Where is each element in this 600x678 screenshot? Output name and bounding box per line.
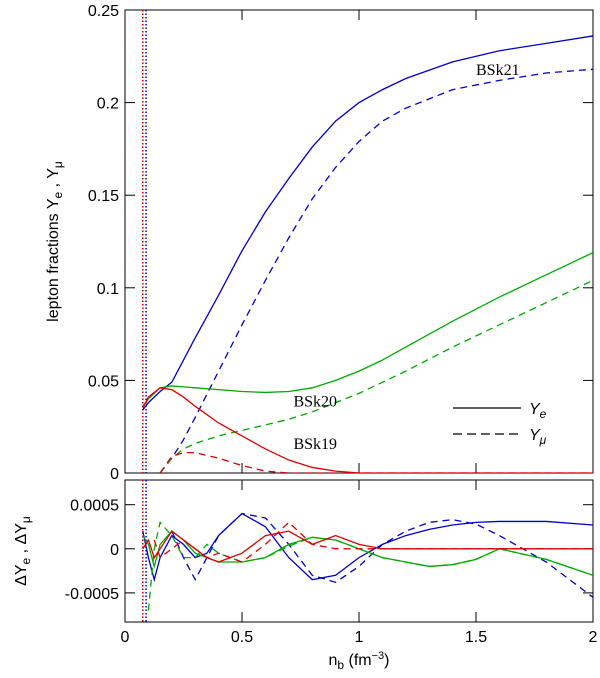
- y-tick-label: 0.25: [88, 3, 119, 20]
- label-part: n: [328, 652, 337, 669]
- y-axis-label: lepton fractions Ye , Yμ: [45, 161, 65, 322]
- x-tick-label: 0.5: [231, 629, 253, 646]
- y-tick-label: 0.0005: [70, 498, 119, 515]
- y-tick-label: 0: [110, 542, 119, 559]
- label-part: ΔY: [13, 564, 30, 586]
- y-tick-label: 0.2: [97, 96, 119, 113]
- label-part: ): [384, 652, 389, 669]
- label-part: (fm: [344, 652, 372, 669]
- dashed-line: [159, 68, 593, 473]
- label-part: −3: [372, 650, 385, 662]
- label-part: e: [540, 407, 547, 421]
- dashed-line: [159, 451, 593, 473]
- plot-frame: [124, 9, 594, 474]
- label-part: μ: [539, 433, 547, 447]
- x-tick-label: 1.5: [465, 629, 487, 646]
- solid-line: [142, 530, 593, 563]
- solid-line: [142, 530, 593, 576]
- solid-line: [142, 35, 593, 411]
- series-label: BSk21: [476, 62, 520, 79]
- label-part: , ΔY: [13, 523, 30, 558]
- y-tick-label: 0.15: [88, 188, 119, 205]
- solid-line: [142, 387, 593, 473]
- label-part: e: [51, 191, 65, 198]
- y-tick-label: 0.1: [97, 281, 119, 298]
- label-part: μ: [51, 161, 65, 168]
- y-tick-label: -0.0005: [65, 586, 119, 603]
- label-part: b: [337, 658, 344, 672]
- label-part: e: [19, 557, 33, 564]
- series-label: BSk19: [293, 436, 337, 453]
- x-tick-label: 2: [589, 629, 598, 646]
- label-part: , Y: [45, 168, 62, 192]
- legend-label: Ye: [529, 401, 547, 421]
- solid-line: [142, 252, 593, 407]
- x-tick-label: 0: [121, 629, 130, 646]
- dashed-line: [159, 279, 593, 473]
- y-tick-label: 0.05: [88, 373, 119, 390]
- dashed-line: [147, 520, 593, 611]
- series-label: BSk20: [293, 393, 337, 410]
- label-part: Y: [529, 401, 541, 418]
- y-axis-label: ΔYe , ΔYμ: [13, 516, 33, 586]
- label-part: Y: [529, 427, 541, 444]
- dashed-line: [153, 521, 593, 563]
- plot-frame: [124, 479, 594, 623]
- y-tick-label: 0: [110, 466, 119, 483]
- legend-label: Yμ: [529, 427, 547, 447]
- label-part: μ: [19, 516, 33, 523]
- x-tick-label: 1: [355, 629, 364, 646]
- label-part: lepton fractions Y: [45, 198, 62, 322]
- x-axis-label: nb (fm−3): [328, 650, 389, 672]
- solid-line: [142, 512, 593, 583]
